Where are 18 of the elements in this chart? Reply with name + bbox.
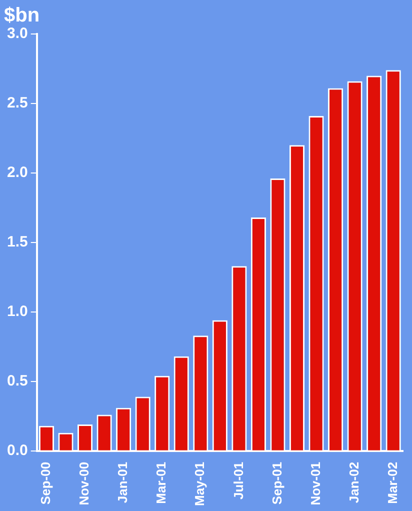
x-tick-label: May-01 [192,462,208,506]
y-tick-label: 1.0 [6,303,28,320]
x-tick-label: Jul-01 [230,462,246,500]
x-tick-label: Nov-00 [76,462,92,506]
x-tick-label: Mar-01 [154,462,169,504]
y-tick-label: 0.5 [6,372,28,390]
x-tick-label: Jan-01 [115,462,130,504]
y-tick-label: 2.5 [6,94,28,112]
x-tick-label: Sep-00 [38,462,54,505]
y-tick-label: 0.0 [6,442,28,460]
x-tick-label: Nov-01 [308,462,323,506]
y-tick-label: 3.0 [6,25,28,42]
x-tick-label: Mar-02 [384,462,400,504]
y-tick-label: 1.5 [6,234,28,251]
x-tick-label: Jan-02 [346,462,362,504]
y-tick-label: 2.0 [6,164,28,182]
chart-title: $bn [4,4,40,27]
x-tick-label: Sep-01 [269,462,284,505]
